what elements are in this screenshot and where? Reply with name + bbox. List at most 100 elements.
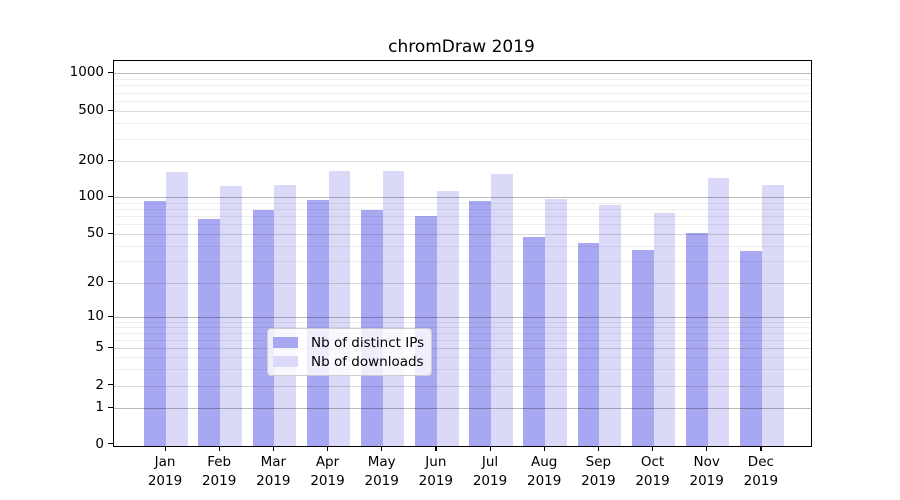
x-tick <box>218 445 220 451</box>
x-tick-label: Mar 2019 <box>256 453 291 489</box>
gridline-major <box>114 234 811 235</box>
gridline-minor <box>114 202 811 204</box>
bar-distinct-ips <box>685 232 708 446</box>
y-tick-label: 0 <box>95 435 104 452</box>
gridline-major <box>114 385 811 387</box>
bar-downloads <box>707 178 730 446</box>
gridline-minor <box>114 138 811 140</box>
bar-downloads <box>653 213 676 446</box>
y-tick <box>108 346 113 348</box>
y-tick-label: 5 <box>95 339 104 356</box>
bar-downloads <box>436 190 459 446</box>
y-tick <box>108 195 113 197</box>
y-tick-label: 200 <box>78 152 104 168</box>
y-tick <box>108 406 113 408</box>
bar-downloads <box>382 171 405 446</box>
legend-entry-label: Nb of downloads <box>311 353 424 370</box>
bar-downloads <box>166 171 188 446</box>
x-tick-label: Nov 2019 <box>689 453 724 489</box>
x-tick-label: Aug 2019 <box>527 453 562 489</box>
x-tick-label: Jun 2019 <box>418 453 454 489</box>
gridline-minor <box>114 261 811 263</box>
gridline-major <box>114 73 811 74</box>
x-tick <box>543 445 545 451</box>
x-tick <box>164 445 166 451</box>
x-tick-label: Jul 2019 <box>472 453 508 489</box>
x-tick <box>272 445 275 451</box>
y-tick <box>108 384 113 386</box>
bar-downloads <box>274 185 297 446</box>
legend-swatch <box>273 356 298 367</box>
y-tick-label: 50 <box>86 225 104 241</box>
bar-downloads <box>761 184 784 446</box>
gridline-minor <box>114 321 811 323</box>
x-tick <box>652 445 654 451</box>
gridline-minor <box>114 78 811 80</box>
x-tick-label: Feb 2019 <box>201 453 237 489</box>
y-tick-label: 1 <box>95 399 104 415</box>
bar-distinct-ips <box>252 209 275 446</box>
bar-downloads <box>599 205 622 446</box>
gridline-major <box>114 282 811 284</box>
x-tick <box>381 445 383 451</box>
gridline-minor <box>114 224 811 226</box>
bar-downloads <box>545 198 567 446</box>
bar-distinct-ips <box>631 250 654 446</box>
bar-distinct-ips <box>577 243 600 446</box>
y-tick-label: 2 <box>95 376 104 393</box>
gridline-major <box>114 111 811 112</box>
x-tick <box>435 445 437 451</box>
bar-downloads <box>491 174 513 446</box>
x-tick-label: Jan 2019 <box>147 453 183 489</box>
legend-entry: Nb of downloads <box>273 352 425 371</box>
y-tick-label: 1000 <box>69 64 104 80</box>
legend-entry-label: Nb of distinct IPs <box>311 334 425 351</box>
chart-title: chromDraw 2019 <box>388 37 535 57</box>
y-tick-label: 20 <box>86 273 104 290</box>
gridline-major <box>114 348 811 350</box>
x-tick-label: Dec 2019 <box>743 453 779 489</box>
bar-distinct-ips <box>740 251 762 446</box>
gridline-minor <box>114 327 811 329</box>
y-tick-label: 100 <box>78 188 104 204</box>
x-tick <box>760 445 762 451</box>
y-tick-label: 10 <box>86 308 104 324</box>
bar-distinct-ips <box>306 200 329 446</box>
legend-entry: Nb of distinct IPs <box>273 333 425 352</box>
x-tick-label: May 2019 <box>364 453 399 489</box>
bar-distinct-ips <box>198 219 221 446</box>
bar-distinct-ips <box>523 237 546 446</box>
bar-distinct-ips <box>144 201 166 446</box>
y-tick <box>108 71 113 73</box>
x-tick <box>327 445 329 451</box>
gridline-major <box>114 197 811 198</box>
gridline-minor <box>114 333 811 335</box>
x-tick <box>489 445 491 451</box>
gridline-minor <box>114 208 811 210</box>
gridline-major <box>114 161 811 162</box>
x-tick-label: Apr 2019 <box>310 453 345 489</box>
bar-distinct-ips <box>469 200 492 446</box>
gridline-minor <box>114 101 811 102</box>
bar-downloads <box>220 185 242 446</box>
gridline-minor <box>114 123 811 125</box>
x-tick-label: Sep 2019 <box>581 453 616 489</box>
y-tick <box>108 109 113 111</box>
bar-downloads <box>328 171 351 446</box>
y-tick <box>108 159 113 161</box>
gridline-major <box>114 317 811 318</box>
gridline-minor <box>114 357 811 359</box>
plot-area <box>113 60 812 447</box>
gridline-major <box>114 408 811 409</box>
gridline-minor <box>114 216 811 218</box>
y-tick <box>108 315 113 317</box>
gridline-minor <box>114 369 811 371</box>
gridline-minor <box>114 245 811 247</box>
gridline-minor <box>114 340 811 342</box>
y-tick <box>108 232 113 234</box>
gridline-minor <box>114 92 811 94</box>
gridline-minor <box>114 85 811 87</box>
legend-swatch <box>273 337 298 348</box>
y-tick <box>108 281 113 283</box>
